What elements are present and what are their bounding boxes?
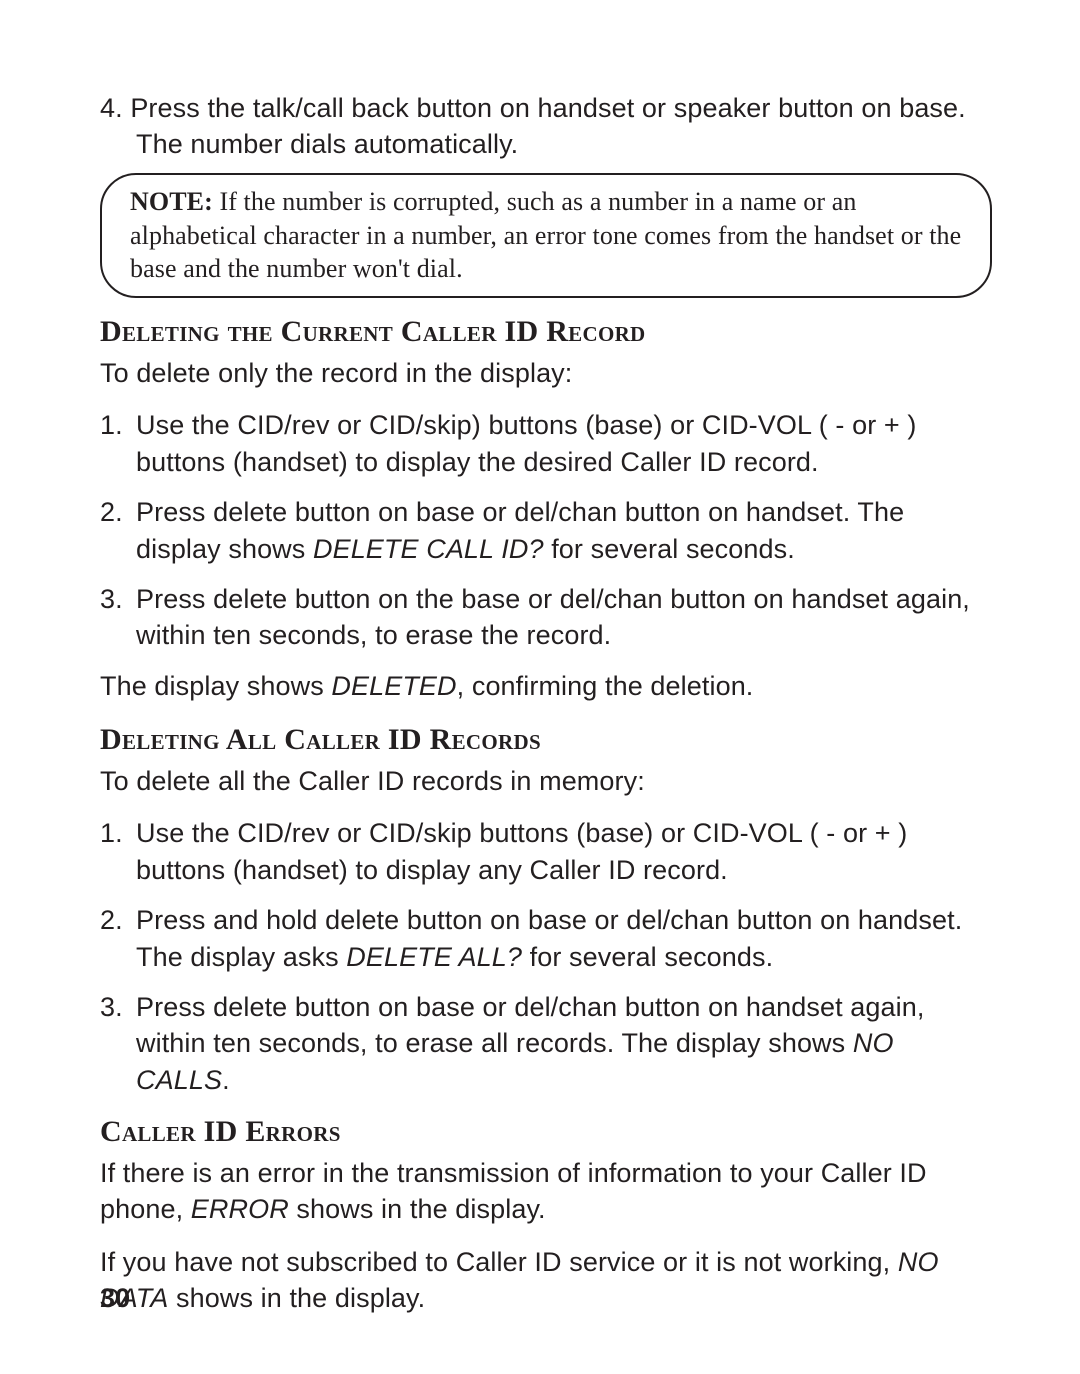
- step-4: 4. Press the talk/call back button on ha…: [100, 90, 992, 163]
- step-text-a: Press delete button on base or del/chan …: [136, 992, 924, 1058]
- note-box: NOTE: If the number is corrupted, such a…: [100, 173, 992, 298]
- list-item: Press delete button on base or del/chan …: [136, 494, 992, 567]
- step-4-text: Press the talk/call back button on hands…: [130, 93, 965, 159]
- steps-delete-current: Use the CID/rev or CID/skip) buttons (ba…: [100, 407, 992, 654]
- outro-b: DELETED: [331, 671, 456, 701]
- steps-delete-all: Use the CID/rev or CID/skip buttons (bas…: [100, 815, 992, 1098]
- list-item: Use the CID/rev or CID/skip) buttons (ba…: [136, 407, 992, 480]
- step-text-b: DELETE ALL?: [346, 942, 522, 972]
- errors-p1: If there is an error in the transmission…: [100, 1155, 992, 1228]
- note-text: If the number is corrupted, such as a nu…: [130, 187, 961, 284]
- p2-c: shows in the display.: [168, 1283, 425, 1313]
- list-item: Press and hold delete button on base or …: [136, 902, 992, 975]
- heading-errors: Caller ID Errors: [100, 1112, 992, 1153]
- p2-a: If you have not subscribed to Caller ID …: [100, 1247, 898, 1277]
- page: 4. Press the talk/call back button on ha…: [0, 0, 1080, 1374]
- list-item: Press delete button on base or del/chan …: [136, 989, 992, 1098]
- page-number: 30: [100, 1280, 130, 1316]
- p1-c: shows in the display.: [289, 1194, 546, 1224]
- step-4-number: 4.: [100, 93, 123, 123]
- intro-delete-all: To delete all the Caller ID records in m…: [100, 763, 992, 799]
- list-item: Use the CID/rev or CID/skip buttons (bas…: [136, 815, 992, 888]
- list-item: Press delete button on the base or del/c…: [136, 581, 992, 654]
- outro-delete-current: The display shows DELETED, confirming th…: [100, 668, 992, 704]
- heading-delete-all: Deleting All Caller ID Records: [100, 720, 992, 761]
- step-text: Use the CID/rev or CID/skip buttons (bas…: [136, 818, 907, 884]
- step-text: Press delete button on the base or del/c…: [136, 584, 970, 650]
- outro-a: The display shows: [100, 671, 331, 701]
- step-text-c: .: [222, 1065, 230, 1095]
- step-text-c: for several seconds.: [544, 534, 795, 564]
- note-label: NOTE:: [130, 187, 213, 216]
- step-text-b: DELETE CALL ID?: [313, 534, 544, 564]
- outro-c: , confirming the deletion.: [457, 671, 754, 701]
- step-text: Use the CID/rev or CID/skip) buttons (ba…: [136, 410, 916, 476]
- errors-p2: If you have not subscribed to Caller ID …: [100, 1244, 992, 1317]
- step-text-c: for several seconds.: [522, 942, 773, 972]
- heading-delete-current: Deleting the Current Caller ID Record: [100, 312, 992, 353]
- intro-delete-current: To delete only the record in the display…: [100, 355, 992, 391]
- p1-b: ERROR: [191, 1194, 289, 1224]
